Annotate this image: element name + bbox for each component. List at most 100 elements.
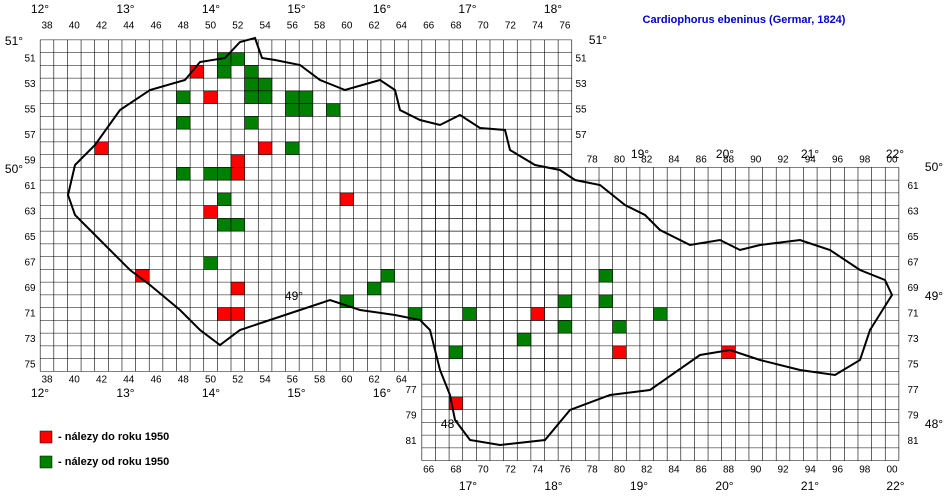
grid-label: 74 [532,21,544,32]
grid-label: 76 [559,465,571,476]
record-cell [598,269,613,283]
record-cell [217,192,232,206]
grid-label: 75 [24,360,36,371]
grid-label: 56 [287,21,299,32]
grid-label: 80 [614,155,626,166]
grid-label: 42 [96,375,108,386]
grid-label: 70 [478,21,490,32]
grid-label: 56 [287,375,299,386]
legend-label: - nálezy od roku 1950 [58,456,169,468]
grid-label: 67 [907,258,919,269]
record-cell [203,167,218,181]
grid-label: 62 [369,21,381,32]
grid-label: 48 [178,21,190,32]
grid-label: 90 [750,155,762,166]
grid-label: 49° [925,289,943,303]
grid-label: 68 [450,465,462,476]
grid-label: 54 [260,375,272,386]
grid-label: 44 [123,375,135,386]
grid-label: 70 [478,465,490,476]
grid-label: 38 [41,21,53,32]
grid-label: 50° [925,160,943,174]
record-cell [244,116,259,130]
map-title: Cardiophorus ebeninus (Germar, 1824) [643,14,846,26]
grid-label: 76 [559,21,571,32]
record-cell [530,307,545,321]
grid-label: 20° [715,479,733,493]
grid-label: 46 [150,21,162,32]
record-cell [257,141,273,155]
record-cell [176,116,191,130]
grid-label: 50 [205,375,217,386]
grid-label: 12° [31,2,49,16]
grid-label: 94 [805,465,817,476]
record-cell [285,103,300,117]
grid-label: 81 [405,436,417,447]
grid-label: 82 [641,155,653,166]
record-cell [203,90,218,104]
grid-label: 51 [24,54,36,65]
grid-label: 79 [907,411,919,422]
grid-label: 14° [202,386,220,400]
grid-label: 66 [423,465,435,476]
grid-label: 69 [24,283,36,294]
record-cell [244,65,259,79]
grid-label: 65 [24,232,36,243]
record-cell [230,307,245,321]
grid-label: 86 [696,155,708,166]
grid-label: 60 [341,375,353,386]
grid-label: 46 [150,375,162,386]
grid-label: 55 [24,105,36,116]
record-cell [257,77,273,92]
record-cell [230,154,245,168]
grid-label: 82 [641,465,653,476]
grid-label: 53 [575,79,587,90]
legend-swatch [39,455,53,469]
grid-label: 67 [24,258,36,269]
grid-label: 57 [575,130,587,141]
grid-label: 98 [859,155,871,166]
grid-label: 40 [69,21,81,32]
grid-label: 71 [24,309,36,320]
grid-label: 69 [907,283,919,294]
grid-label: 51 [575,54,587,65]
record-cell [230,52,245,66]
grid-label: 63 [907,207,919,218]
grid-label: 73 [907,334,919,345]
grid-label: 15° [287,386,305,400]
grid-label: 61 [24,181,36,192]
grid-label: 96 [832,155,844,166]
grid-label: 88 [723,155,735,166]
grid-label: 44 [123,21,135,32]
grid-label: 77 [907,385,919,396]
grid-label: 52 [232,21,244,32]
grid-label: 58 [314,375,326,386]
record-cell [380,269,395,283]
grid-label: 79 [405,411,417,422]
grid-label: 21° [801,147,819,161]
grid-label: 65 [907,232,919,243]
grid-label: 81 [907,436,919,447]
record-cell [298,103,314,117]
grid-label: 66 [423,21,435,32]
record-cell [557,294,573,308]
grid-label: 14° [202,2,220,16]
grid-label: 75 [907,360,919,371]
record-cell [257,90,273,104]
grid-label: 63 [24,207,36,218]
grid-label: 00 [886,155,898,166]
record-cell [244,90,259,104]
grid-label: 00 [886,465,898,476]
grid-label: 78 [587,155,599,166]
grid-label: 98 [859,465,871,476]
grid-label: 48° [441,417,459,431]
record-cell [176,90,191,104]
grid-label: 71 [907,309,919,320]
record-cell [203,205,218,219]
grid [39,39,900,461]
grid-label: 16° [373,2,391,16]
grid-label: 16° [373,386,391,400]
grid-label: 18° [544,2,562,16]
legend-swatch [39,430,53,444]
